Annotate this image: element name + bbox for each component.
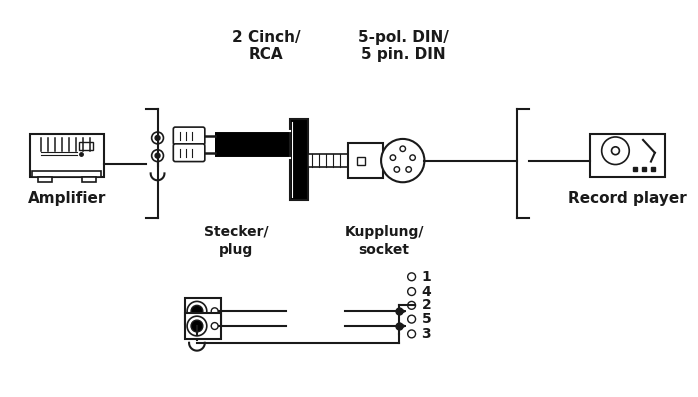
Text: 2: 2 — [422, 298, 431, 312]
Text: RCA: RCA — [248, 47, 283, 62]
Text: Stecker/
plug: Stecker/ plug — [204, 225, 269, 257]
FancyBboxPatch shape — [173, 127, 205, 145]
Bar — [348, 143, 383, 178]
Text: 5 pin. DIN: 5 pin. DIN — [362, 47, 446, 62]
Bar — [29, 134, 105, 177]
Bar — [38, 177, 52, 182]
Bar — [185, 313, 221, 339]
Bar — [290, 119, 309, 200]
Bar — [590, 134, 664, 177]
Circle shape — [408, 330, 415, 338]
Text: 5: 5 — [422, 312, 431, 326]
Circle shape — [155, 135, 160, 141]
Bar — [309, 154, 348, 168]
Circle shape — [602, 137, 629, 164]
Bar — [82, 177, 96, 182]
Circle shape — [390, 155, 396, 160]
Circle shape — [191, 320, 203, 332]
Circle shape — [408, 315, 415, 323]
Text: 1: 1 — [422, 270, 431, 284]
Circle shape — [381, 139, 424, 182]
Circle shape — [406, 167, 411, 172]
Bar — [357, 157, 365, 164]
Text: 3: 3 — [422, 327, 431, 341]
Circle shape — [187, 316, 207, 336]
Bar — [33, 172, 101, 177]
Text: Record player: Record player — [568, 191, 687, 206]
FancyBboxPatch shape — [173, 144, 205, 162]
Text: 4: 4 — [422, 285, 431, 299]
Text: 2 Cinch/: 2 Cinch/ — [232, 30, 300, 45]
Bar — [215, 131, 290, 158]
Circle shape — [410, 155, 415, 160]
Text: Kupplung/
socket: Kupplung/ socket — [344, 225, 424, 257]
Circle shape — [408, 273, 415, 281]
Circle shape — [155, 153, 160, 158]
Circle shape — [151, 132, 163, 144]
Circle shape — [211, 323, 218, 330]
Text: Amplifier: Amplifier — [28, 191, 106, 206]
Circle shape — [211, 308, 218, 315]
Circle shape — [191, 305, 203, 317]
Circle shape — [187, 301, 207, 321]
Bar — [79, 142, 93, 150]
Circle shape — [408, 287, 415, 295]
Circle shape — [400, 146, 406, 152]
Circle shape — [151, 150, 163, 162]
Circle shape — [408, 301, 415, 309]
Circle shape — [394, 167, 399, 172]
Text: 5-pol. DIN/: 5-pol. DIN/ — [358, 30, 450, 45]
Bar — [185, 299, 221, 324]
Circle shape — [611, 147, 619, 155]
